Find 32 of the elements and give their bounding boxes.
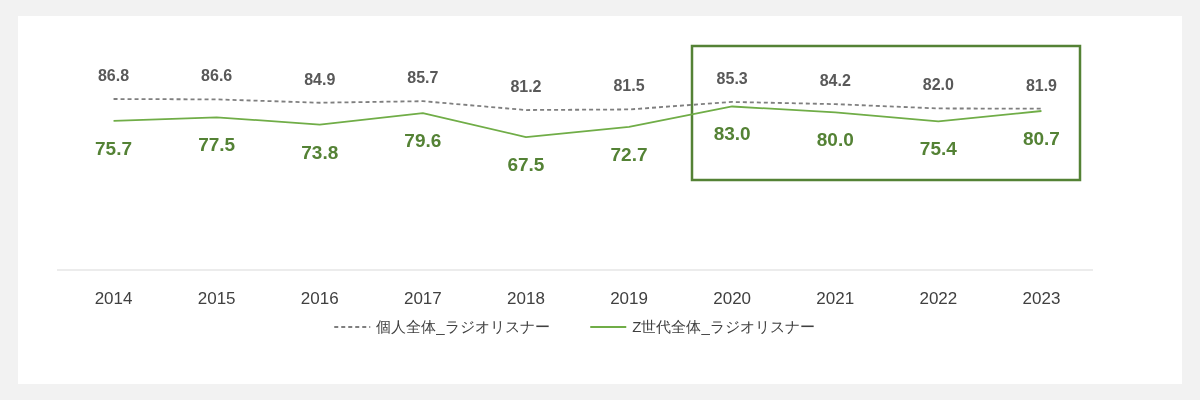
data-label: 81.2 <box>510 78 542 96</box>
data-label: 73.8 <box>301 141 339 163</box>
x-tick-label: 2019 <box>610 289 648 308</box>
data-label: 80.0 <box>816 129 854 151</box>
x-tick-label: 2023 <box>1022 289 1061 308</box>
data-label: 75.4 <box>919 138 958 160</box>
x-tick-label: 2018 <box>507 289 545 308</box>
x-tick-label: 2017 <box>403 289 442 308</box>
x-tick-label: 2016 <box>300 289 339 308</box>
data-label: 67.5 <box>507 154 545 176</box>
x-tick-label: 2014 <box>94 289 133 308</box>
data-label: 79.6 <box>404 130 442 152</box>
data-label: 83.0 <box>713 123 751 145</box>
x-tick-label: 2022 <box>919 289 958 308</box>
data-label: 86.8 <box>97 67 130 84</box>
data-label: 82.0 <box>922 76 955 94</box>
x-tick-label: 2020 <box>713 289 752 308</box>
data-label: 85.3 <box>716 69 748 87</box>
data-label: 81.9 <box>1025 76 1058 94</box>
data-label: 75.7 <box>95 137 133 159</box>
data-label: 81.5 <box>613 77 645 95</box>
data-label: 84.9 <box>304 70 336 88</box>
x-tick-label: 2021 <box>816 289 855 308</box>
data-label: 72.7 <box>610 143 648 165</box>
data-label: 77.5 <box>198 134 236 156</box>
data-label: 86.6 <box>201 67 233 85</box>
data-label: 80.7 <box>1022 128 1060 150</box>
legend-label: Z世代全体_ラジオリスナー <box>632 318 815 335</box>
x-tick-label: 2015 <box>197 289 236 308</box>
data-label: 85.7 <box>407 69 439 87</box>
data-label: 84.2 <box>819 72 851 90</box>
legend-label: 個人全体_ラジオリスナー <box>376 318 550 335</box>
